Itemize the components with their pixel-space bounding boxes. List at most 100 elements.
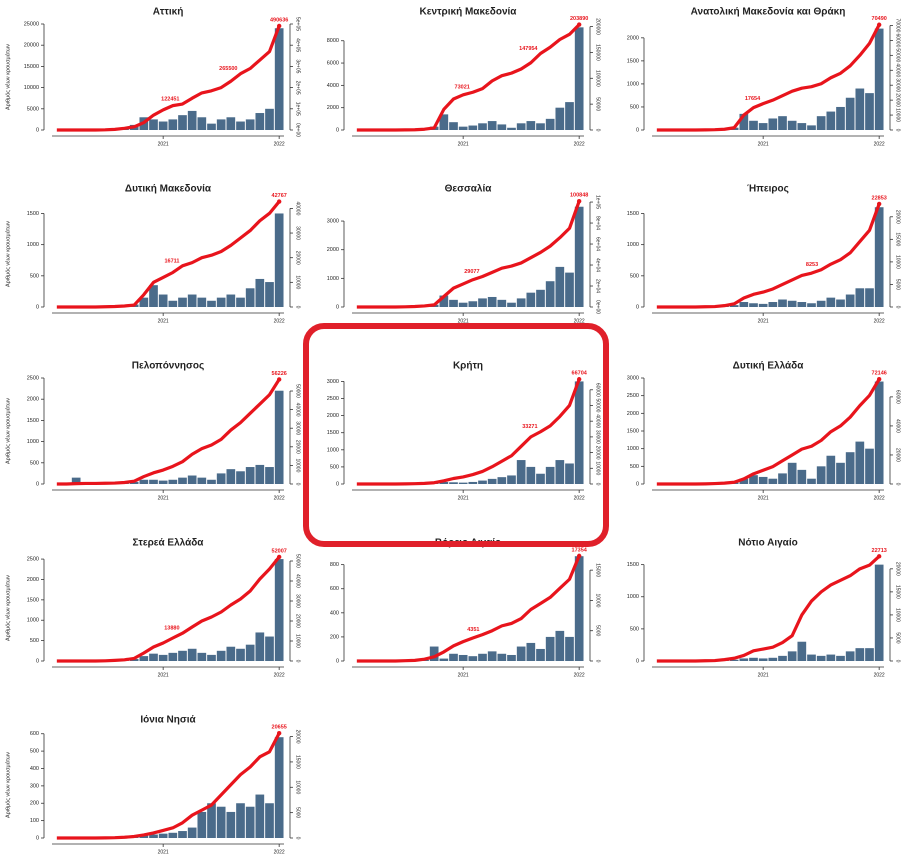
cumulative-line <box>656 555 881 663</box>
bar <box>236 297 245 307</box>
end-point <box>276 23 282 29</box>
y2-tick-label: 40000 <box>295 201 301 215</box>
y-tick-label: 1000 <box>27 439 39 445</box>
cumulative-line <box>356 200 581 309</box>
bar <box>787 651 797 661</box>
bar <box>516 646 526 661</box>
y2-tick-label: 0 <box>595 660 601 663</box>
chart-title: Κεντρική Μακεδονία <box>420 7 518 18</box>
y2-tick-label: 20000 <box>895 562 901 576</box>
value-label: 29077 <box>464 269 479 275</box>
bar <box>226 294 236 307</box>
y-tick-label: 5000 <box>27 106 39 112</box>
y-tick-label: 1000 <box>27 242 39 248</box>
bar <box>526 466 536 484</box>
bar <box>545 281 555 307</box>
y2-tick-label: 70000 <box>895 19 901 33</box>
value-label: 13880 <box>164 626 179 632</box>
bar <box>816 466 826 484</box>
y2-tick-label: 20000 <box>295 251 301 265</box>
cumulative-line <box>356 23 581 132</box>
y2-tick-label: 20000 <box>895 210 901 224</box>
bar <box>507 654 516 661</box>
bar <box>787 462 797 484</box>
y-tick-label: 0 <box>36 304 39 310</box>
bar <box>274 737 284 838</box>
y2-tick-label: 20000 <box>895 448 901 462</box>
bar <box>178 115 187 130</box>
y2-tick-label: 0e+00 <box>295 123 301 137</box>
bar <box>516 460 526 484</box>
bar <box>739 478 749 484</box>
y2-tick-label: 40000 <box>295 574 301 588</box>
x-tick-label: 2021 <box>758 318 769 324</box>
y-tick-label: 500 <box>30 749 39 755</box>
chart-title: Πελοπόννησος <box>132 361 204 372</box>
bar <box>807 478 816 484</box>
bar <box>836 462 845 484</box>
y-tick-label: 0 <box>636 658 639 664</box>
chart-title: Ανατολική Μακεδονία και Θράκη <box>691 7 846 18</box>
bar <box>487 478 497 484</box>
y2-tick-label: 0 <box>295 837 301 840</box>
y2-tick-label: 1e+05 <box>595 195 601 209</box>
y-tick-label: 500 <box>630 273 639 279</box>
y-tick-label: 3000 <box>627 375 639 381</box>
bar <box>797 302 807 307</box>
bar <box>855 648 865 661</box>
y2-tick-label: 30000 <box>295 421 301 435</box>
y2-tick-label: 15000 <box>895 585 901 599</box>
bar <box>265 636 274 661</box>
bar <box>565 272 574 307</box>
y2-tick-label: 40000 <box>895 63 901 77</box>
bar <box>729 305 739 307</box>
bar <box>168 832 178 838</box>
y2-tick-label: 3e+05 <box>295 59 301 73</box>
y-tick-label: 500 <box>30 273 39 279</box>
y-tick-label: 1500 <box>27 211 39 217</box>
bar <box>236 121 245 130</box>
cumulative-line <box>656 24 881 132</box>
chart-title: Νότιο Αιγαίο <box>738 538 797 549</box>
bar <box>739 658 749 661</box>
bar <box>216 806 226 838</box>
y-tick-label: 1000 <box>627 81 639 87</box>
value-label: 72146 <box>872 371 887 377</box>
y2-tick-label: 30000 <box>295 594 301 608</box>
y2-tick-label: 15000 <box>295 755 301 769</box>
x-tick-label: 2022 <box>574 141 585 147</box>
bar <box>187 827 197 838</box>
bar <box>478 298 487 307</box>
bar <box>197 477 207 484</box>
bar <box>449 299 458 307</box>
y-tick-label: 0 <box>636 127 639 133</box>
bar <box>158 833 168 838</box>
bar <box>187 648 197 661</box>
bar <box>545 466 555 484</box>
bar <box>187 294 197 307</box>
x-tick-label: 2021 <box>158 495 169 501</box>
bar <box>139 479 149 484</box>
bar <box>778 473 787 484</box>
y2-tick-label: 10000 <box>295 780 301 794</box>
bar <box>749 475 758 484</box>
bar <box>236 648 245 661</box>
bar <box>274 28 284 131</box>
bar <box>226 117 236 130</box>
y2-tick-label: 0 <box>895 483 901 486</box>
value-label: 33271 <box>522 424 537 430</box>
bar <box>158 294 168 307</box>
y2-tick-label: 2e+04 <box>595 279 601 293</box>
y-tick-label: 400 <box>30 766 39 772</box>
bar <box>168 479 178 484</box>
y2-tick-label: 5000 <box>895 279 901 290</box>
bar <box>826 111 836 130</box>
bar <box>216 297 226 307</box>
chart-title: Θεσσαλία <box>445 184 493 195</box>
bar <box>758 476 768 484</box>
y-tick-label: 500 <box>630 464 639 470</box>
bar <box>545 636 555 661</box>
bar <box>768 118 778 130</box>
x-tick-label: 2022 <box>274 495 285 501</box>
value-label: 17354 <box>572 547 588 553</box>
